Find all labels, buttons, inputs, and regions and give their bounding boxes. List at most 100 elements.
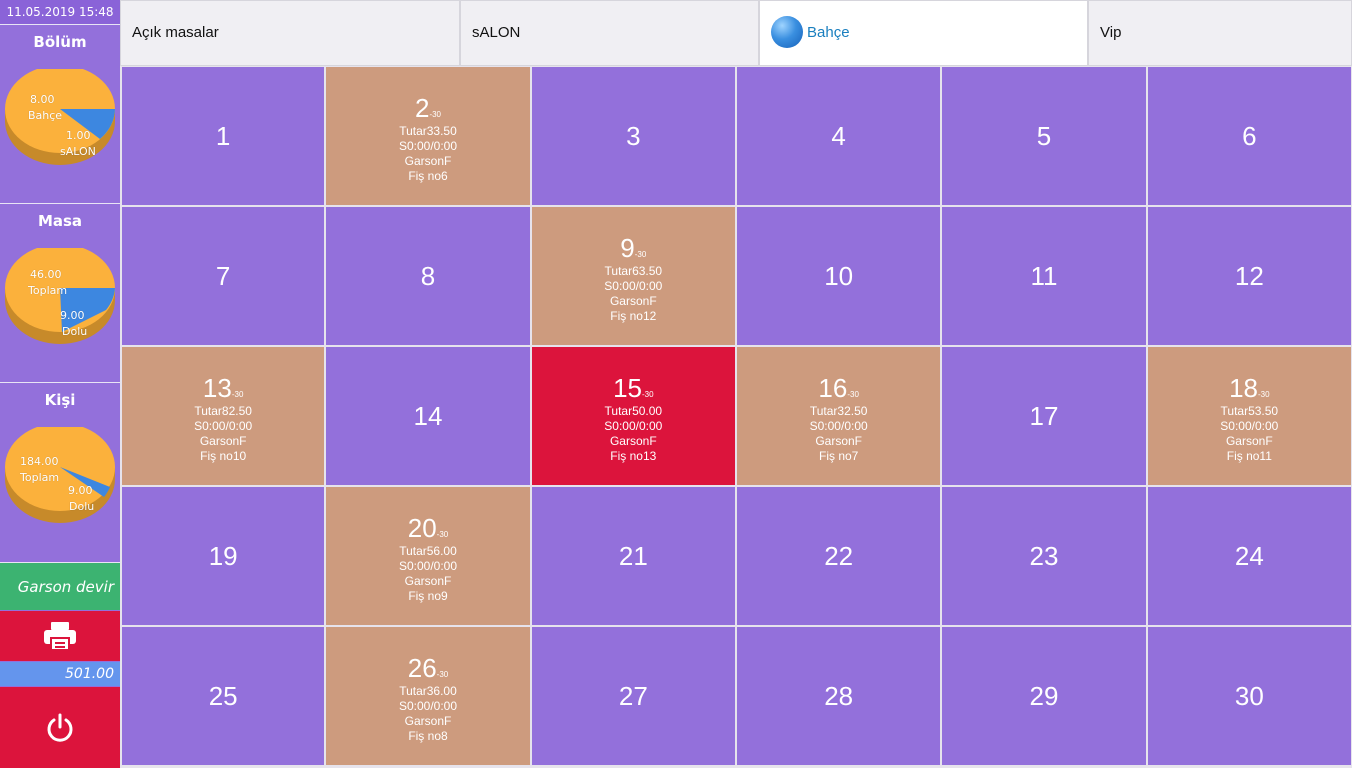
table-waiter: GarsonF xyxy=(404,574,452,588)
table-tile[interactable]: 21 xyxy=(531,487,735,625)
table-tile[interactable]: 25 xyxy=(122,627,325,765)
table-tile[interactable]: 12 xyxy=(1147,207,1351,345)
person-pie-chart xyxy=(5,427,115,523)
pie-slice-value: 184.00 xyxy=(20,455,59,468)
table-grid: 1 2-30 Tutar33.50 S0:00/0:00 GarsonF Fiş no6 3… xyxy=(120,66,1352,768)
table-amount: Tutar50.00 xyxy=(604,404,663,418)
table-tile[interactable]: 6 xyxy=(1147,67,1351,205)
table-waiter: GarsonF xyxy=(199,434,247,448)
table-number: 23 xyxy=(1029,540,1059,571)
table-number: 30 xyxy=(1234,680,1264,711)
table-number: 6 xyxy=(1242,120,1257,151)
table-tile[interactable]: 11 xyxy=(942,207,1146,345)
table-subcode: -30 xyxy=(847,390,859,399)
table-receipt: Fiş no7 xyxy=(818,449,859,463)
table-number: 1 xyxy=(215,120,231,151)
table-number: 2 xyxy=(414,93,430,123)
table-number: 21 xyxy=(618,540,648,571)
table-receipt: Fiş no6 xyxy=(408,169,448,183)
power-icon xyxy=(47,713,73,742)
table-tile[interactable]: 9-30 Tutar63.50 S0:00/0:00 GarsonF Fiş no12 xyxy=(531,207,735,345)
table-number: 20 xyxy=(407,513,437,543)
pie-slice-label: Toplam xyxy=(28,284,68,297)
table-duration: S0:00/0:00 xyxy=(398,559,458,573)
table-duration: S0:00/0:00 xyxy=(398,699,458,713)
table-receipt: Fiş no10 xyxy=(200,449,247,463)
table-number: 3 xyxy=(626,120,641,151)
table-subcode: -30 xyxy=(436,530,449,539)
table-number: 8 xyxy=(420,260,436,291)
total-amount: 501.00 xyxy=(0,662,120,686)
datetime-label: 11.05.2019 15:48 xyxy=(0,0,120,24)
pie-slice-label: Dolu xyxy=(62,325,88,338)
tab-open-tables[interactable]: Açık masalar xyxy=(120,0,460,66)
waiter-transfer-button[interactable]: Garson devir xyxy=(0,562,120,610)
table-number: 22 xyxy=(824,540,854,571)
table-number: 13 xyxy=(202,373,232,403)
table-receipt: Fiş no11 xyxy=(1226,449,1272,463)
table-tile[interactable]: 17 xyxy=(942,347,1146,485)
table-tile[interactable]: 23 xyxy=(942,487,1146,625)
pie-slice-value: 9.00 xyxy=(68,484,93,497)
table-tile[interactable]: 27 xyxy=(531,627,735,765)
panel-title: Bölüm xyxy=(33,33,87,51)
table-tile[interactable]: 10 xyxy=(737,207,941,345)
table-number: 16 xyxy=(818,373,848,403)
panel-title: Masa xyxy=(37,212,83,230)
table-tile[interactable]: 16-30 Tutar32.50 S0:00/0:00 GarsonF Fiş no7 xyxy=(737,347,941,485)
table-pie-chart xyxy=(5,248,115,344)
table-tile[interactable]: 5 xyxy=(942,67,1146,205)
globe-icon xyxy=(771,15,803,48)
table-number: 4 xyxy=(831,120,846,151)
table-tile[interactable]: 30 xyxy=(1147,627,1351,765)
pie-slice-label: Toplam xyxy=(20,471,60,484)
table-subcode: -30 xyxy=(642,390,654,399)
tab-vip[interactable]: Vip xyxy=(1088,0,1352,66)
table-tile[interactable]: 28 xyxy=(737,627,941,765)
table-amount: Tutar53.50 xyxy=(1220,404,1279,418)
table-tile[interactable]: 26-30 Tutar36.00 S0:00/0:00 GarsonF Fiş no8 xyxy=(326,627,530,765)
table-number: 12 xyxy=(1234,260,1264,291)
table-subcode: -30 xyxy=(429,110,441,119)
table-duration: S0:00/0:00 xyxy=(1220,419,1279,433)
table-tile[interactable]: 22 xyxy=(737,487,941,625)
table-tile[interactable]: 3 xyxy=(531,67,735,205)
table-tile[interactable]: 20-30 Tutar56.00 S0:00/0:00 GarsonF Fiş no9 xyxy=(326,487,530,625)
table-tile[interactable]: 7 xyxy=(122,207,325,345)
table-receipt: Fiş no13 xyxy=(610,449,657,463)
table-waiter: GarsonF xyxy=(404,714,452,728)
table-tile[interactable]: 18-30 Tutar53.50 S0:00/0:00 GarsonF Fiş no11 xyxy=(1147,347,1351,485)
table-tile[interactable]: 19 xyxy=(122,487,325,625)
table-tile[interactable]: 15-30 Tutar50.00 S0:00/0:00 GarsonF Fiş no13 xyxy=(531,347,735,485)
person-stats-panel: Kişi 184.00 Toplam 9.00 Dolu xyxy=(0,382,120,560)
table-tile[interactable]: 29 xyxy=(942,627,1146,765)
table-number: 29 xyxy=(1029,680,1059,711)
table-tile[interactable]: 8 xyxy=(326,207,530,345)
print-button[interactable] xyxy=(0,611,120,661)
table-number: 17 xyxy=(1029,400,1059,431)
table-duration: S0:00/0:00 xyxy=(398,139,458,153)
table-amount: Tutar56.00 xyxy=(399,544,457,558)
table-number: 5 xyxy=(1036,120,1052,151)
power-button[interactable] xyxy=(0,687,120,768)
table-receipt: Fiş no9 xyxy=(408,589,448,603)
table-tile[interactable]: 4 xyxy=(737,67,941,205)
tab-bahce[interactable]: Bahçe xyxy=(759,0,1088,66)
pie-slice-value: 46.00 xyxy=(30,268,62,281)
table-duration: S0:00/0:00 xyxy=(194,419,253,433)
pie-slice-value: 9.00 xyxy=(60,309,85,322)
table-tile[interactable]: 1 xyxy=(122,67,325,205)
table-subcode: -30 xyxy=(634,250,647,259)
table-tile[interactable]: 24 xyxy=(1147,487,1351,625)
table-duration: S0:00/0:00 xyxy=(604,279,663,293)
tab-label: Açık masalar xyxy=(132,24,219,41)
table-tile[interactable]: 14 xyxy=(326,347,530,485)
pie-slice-value: 1.00 xyxy=(66,129,91,142)
pie-slice-label: Dolu xyxy=(69,500,95,513)
table-receipt: Fiş no12 xyxy=(610,309,657,323)
table-tile[interactable]: 13-30 Tutar82.50 S0:00/0:00 GarsonF Fiş no10 xyxy=(122,347,325,485)
table-tile[interactable]: 2-30 Tutar33.50 S0:00/0:00 GarsonF Fiş no6 xyxy=(326,67,530,205)
tab-salon[interactable]: sALON xyxy=(460,0,759,66)
table-number: 25 xyxy=(208,680,238,711)
section-stats-panel: Bölüm 8.00 Bahçe 1.00 sALON xyxy=(0,24,120,202)
